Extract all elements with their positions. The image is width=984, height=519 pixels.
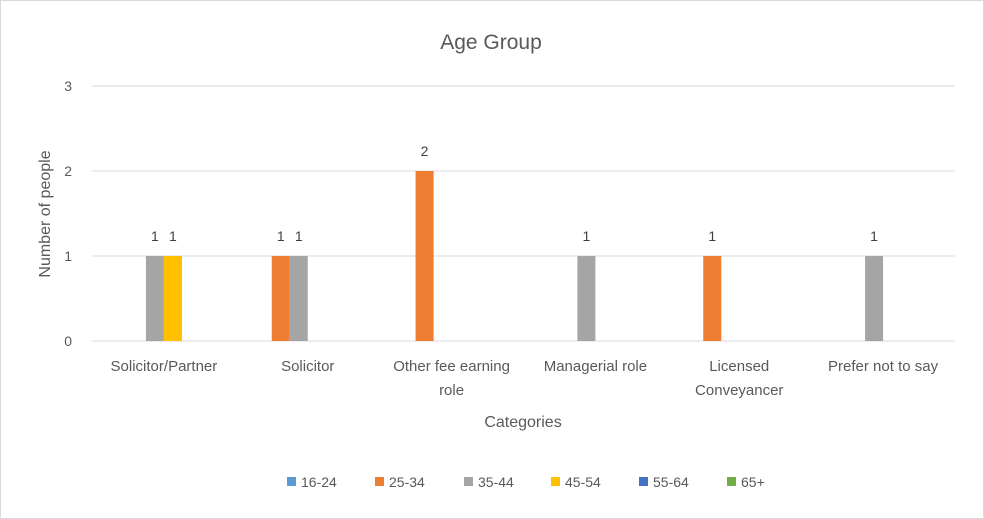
bar-25-34	[703, 256, 722, 341]
y-tick-label: 3	[64, 78, 72, 94]
gridlines	[92, 85, 955, 342]
data-label: 1	[583, 228, 591, 244]
data-labels: 1 1 1 121 1 1	[151, 143, 878, 244]
y-tick-label: 0	[64, 333, 72, 349]
legend-swatch	[551, 477, 560, 486]
bar-25-34	[271, 256, 290, 341]
y-tick-label: 1	[64, 248, 72, 264]
bar-35-44	[289, 256, 308, 341]
x-axis-title: Categories	[484, 414, 561, 431]
legend-swatch	[375, 477, 384, 486]
category-label: Conveyancer	[695, 382, 783, 399]
data-label: 1	[151, 228, 159, 244]
legend-label: 55-64	[653, 474, 689, 490]
legend-label: 65+	[741, 474, 765, 490]
bar-35-44	[145, 256, 164, 341]
data-label: 1	[295, 228, 303, 244]
y-axis-title: Number of people	[37, 150, 54, 277]
chart-title: Age Group	[440, 31, 542, 54]
x-axis-categories: Solicitor/Partner Solicitor Other fee earn…	[111, 358, 939, 399]
legend-label: 25-34	[389, 474, 425, 490]
legend: 16-24 25-34 35-44 45-54 55-64 65+	[287, 474, 765, 490]
legend-label: 16-24	[301, 474, 337, 490]
legend-swatch	[639, 477, 648, 486]
legend-swatch	[287, 477, 296, 486]
data-label: 1	[870, 228, 878, 244]
legend-swatch	[464, 477, 473, 486]
bar-25-34	[415, 171, 434, 341]
legend-label: 45-54	[565, 474, 601, 490]
legend-swatch	[727, 477, 736, 486]
category-label: Solicitor/Partner	[111, 358, 218, 375]
category-label: Prefer not to say	[828, 358, 939, 375]
bars	[145, 171, 884, 341]
data-label: 1	[708, 228, 716, 244]
category-label: Other fee earning	[393, 358, 510, 375]
y-axis-ticks: 0 1 2 3	[64, 78, 72, 349]
bar-35-44	[577, 256, 596, 341]
category-label: role	[439, 382, 464, 399]
category-label: Licensed	[709, 358, 769, 375]
y-tick-label: 2	[64, 163, 72, 179]
category-label: Solicitor	[281, 358, 334, 375]
category-label: Managerial role	[544, 358, 647, 375]
data-label: 2	[421, 143, 429, 159]
data-label: 1	[277, 228, 285, 244]
legend-label: 35-44	[478, 474, 514, 490]
bar-45-54	[163, 256, 182, 341]
data-label: 1	[169, 228, 177, 244]
bar-35-44	[865, 256, 884, 341]
